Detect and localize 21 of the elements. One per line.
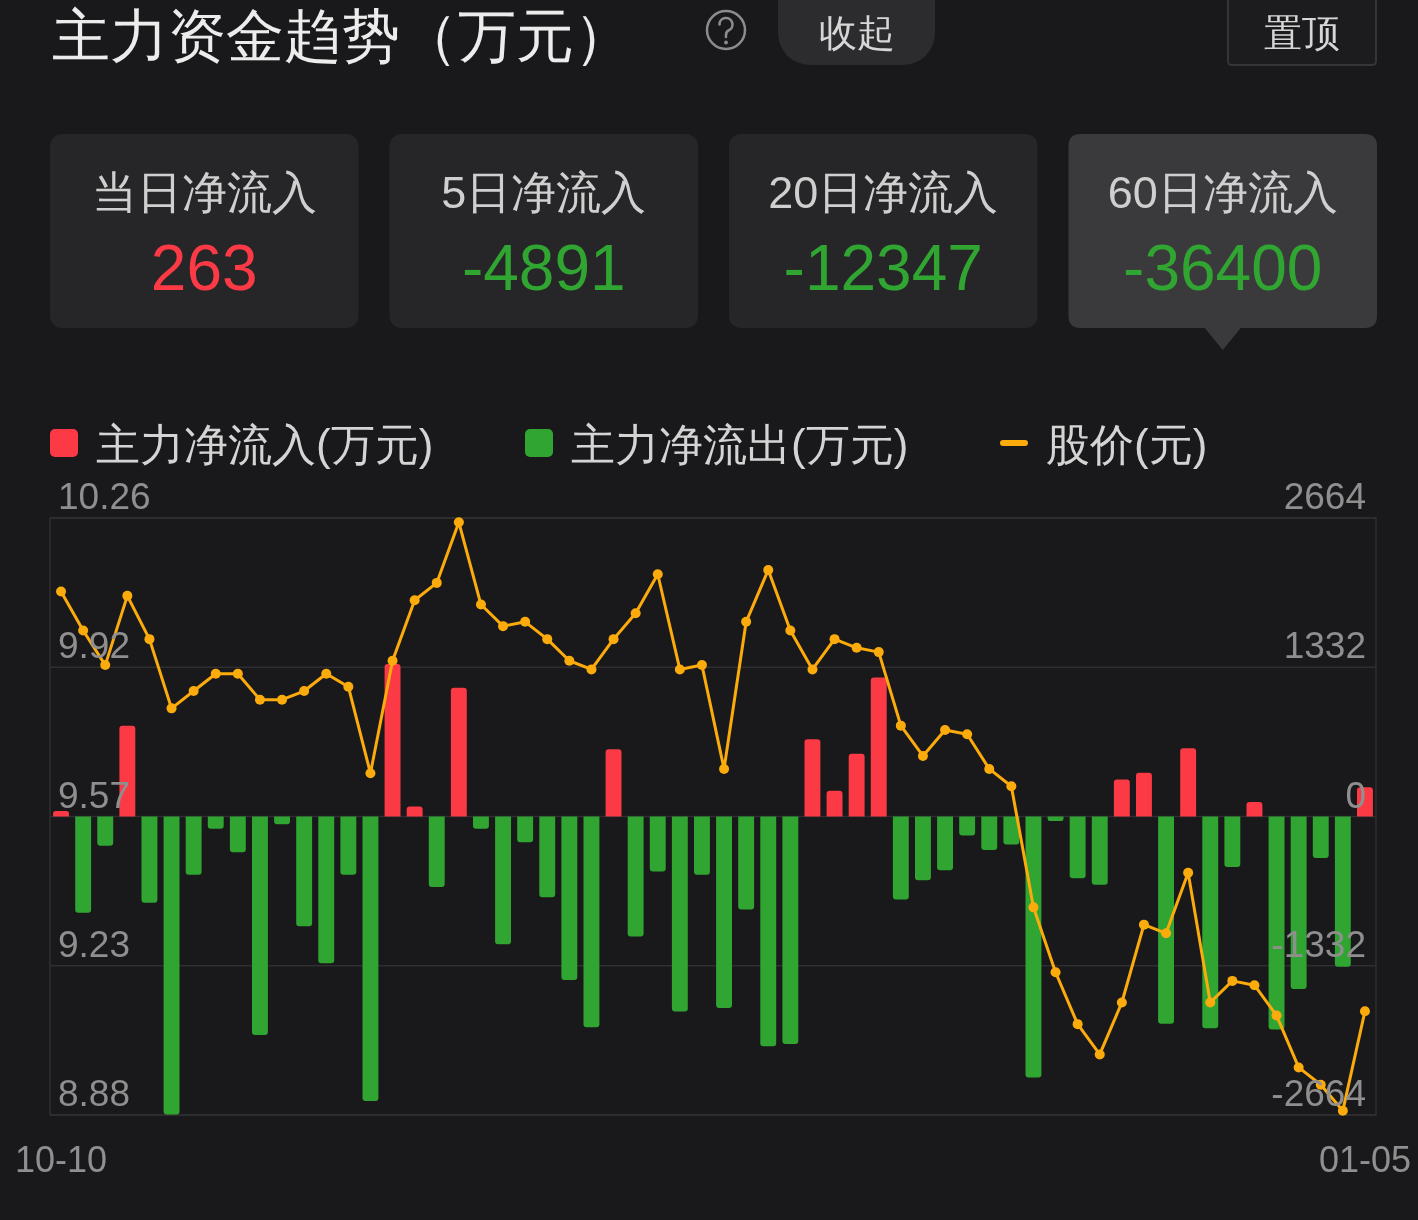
data-label: -36400 bbox=[1123, 232, 1323, 304]
category-label: 60日净流入 bbox=[1107, 167, 1338, 218]
y2-tick-label: 1332 bbox=[1283, 625, 1366, 667]
legend-label: 主力净流入(万元) bbox=[96, 420, 434, 469]
data-label: -4891 bbox=[461, 232, 626, 304]
data-label: 263 bbox=[150, 232, 258, 304]
y-tick-label: 10.26 bbox=[58, 476, 151, 517]
y2-tick-label: 2664 bbox=[1283, 476, 1366, 517]
text: 收起 bbox=[818, 12, 895, 54]
data-label: -12347 bbox=[783, 232, 983, 304]
y-tick-label: 9.23 bbox=[58, 923, 131, 965]
text: 主力资金趋势（万元） bbox=[52, 3, 632, 68]
category-label: 20日净流入 bbox=[768, 167, 999, 218]
text: 置顶 bbox=[1264, 12, 1340, 54]
category-label: 当日净流入 bbox=[91, 167, 317, 218]
x-tick-label: 01-05 bbox=[1318, 1139, 1411, 1180]
y-tick-label: 8.88 bbox=[58, 1073, 131, 1114]
category-label: 5日净流入 bbox=[441, 167, 647, 218]
x-tick-label: 10-10 bbox=[15, 1139, 108, 1180]
legend-label: 股价(元) bbox=[1046, 420, 1208, 469]
legend-label: 主力净流出(万元) bbox=[571, 420, 909, 469]
